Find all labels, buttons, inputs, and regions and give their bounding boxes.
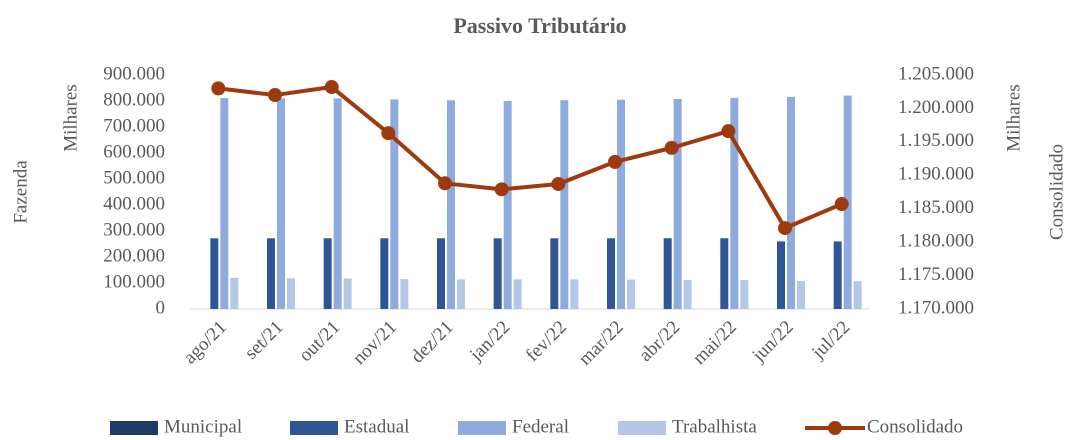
bar [787, 96, 795, 309]
x-tick-label: fev/22 [522, 317, 571, 366]
marker [211, 81, 226, 96]
bar [210, 238, 219, 309]
marker [664, 140, 679, 155]
bar [683, 279, 692, 309]
marker [778, 221, 792, 236]
legend-label: Consolidado [867, 416, 963, 437]
y-axis-unit: Milhares [60, 84, 81, 152]
bar [400, 279, 409, 309]
y-tick-label: 300.000 [103, 219, 165, 240]
bar [720, 238, 729, 309]
y-tick-label: 100.000 [103, 271, 165, 292]
x-tick-label: jan/22 [465, 317, 514, 366]
bar [437, 238, 445, 309]
bar [323, 238, 332, 309]
y-tick-label: 600.000 [103, 141, 165, 162]
bar [730, 97, 739, 309]
marker [551, 176, 566, 191]
x-tick-label: set/21 [241, 317, 288, 364]
bar [607, 238, 615, 309]
marker [721, 124, 736, 139]
bar [343, 278, 352, 309]
y2-tick-label: 1.195.000 [898, 130, 974, 151]
marker [438, 176, 452, 191]
y2-tick-label: 1.190.000 [898, 164, 974, 185]
bar [220, 98, 229, 309]
legend-swatch [618, 421, 666, 435]
legend-swatch [458, 421, 506, 435]
bar [287, 278, 295, 309]
chart-title: Passivo Tributário [453, 13, 626, 38]
x-tick-label: jul/22 [807, 317, 854, 364]
bar [627, 279, 635, 309]
legend-label: Municipal [164, 416, 242, 437]
marker [268, 88, 282, 103]
marker [608, 154, 622, 169]
y2-tick-label: 1.175.000 [898, 264, 974, 285]
bar [380, 238, 389, 309]
marker [381, 126, 396, 141]
bar [447, 100, 455, 309]
y-tick-label: 800.000 [103, 89, 165, 110]
bar [493, 238, 502, 309]
bar [333, 98, 342, 310]
legend-label: Estadual [344, 416, 409, 437]
marker [324, 80, 339, 95]
x-tick-label: jun/22 [748, 317, 798, 367]
bar [673, 98, 682, 309]
y-tick-label: 400.000 [103, 193, 165, 214]
marker [834, 197, 849, 212]
legend-label: Federal [512, 416, 569, 437]
bar [513, 279, 522, 309]
y-tick-label: 700.000 [103, 115, 165, 136]
y-axis-label: Fazenda [10, 160, 31, 224]
y-tick-label: 900.000 [103, 63, 165, 84]
bar [267, 238, 275, 309]
bar [570, 279, 579, 309]
bar [503, 101, 512, 309]
bar [740, 280, 749, 309]
bar [777, 241, 785, 309]
y2-tick-label: 1.185.000 [898, 197, 974, 218]
marker [494, 182, 509, 197]
bar [663, 238, 672, 309]
legend-swatch [110, 421, 158, 435]
bar [797, 280, 805, 309]
bar [230, 277, 239, 309]
bar [390, 99, 399, 309]
legend-swatch [290, 421, 338, 435]
bar [550, 238, 559, 309]
bar [853, 281, 862, 309]
y2-tick-label: 1.205.000 [898, 63, 974, 84]
x-tick-label: ago/21 [180, 317, 231, 368]
x-tick-label: mai/22 [689, 317, 741, 369]
bar [277, 98, 285, 310]
y2-tick-label: 1.170.000 [898, 297, 974, 318]
legend-label: Trabalhista [672, 416, 757, 437]
line [218, 85, 843, 231]
y2-axis-unit: Milhares [1003, 84, 1024, 152]
bar [457, 279, 465, 309]
bar [833, 241, 842, 309]
x-tick-label: mar/22 [575, 317, 628, 370]
bar [617, 99, 625, 309]
x-tick-label: abr/22 [635, 317, 684, 366]
y-tick-label: 0 [156, 297, 166, 318]
y2-tick-label: 1.180.000 [898, 231, 974, 252]
x-tick-label: out/21 [295, 317, 344, 366]
y-tick-label: 500.000 [103, 167, 165, 188]
legend-marker [828, 421, 842, 435]
bar [560, 100, 569, 309]
y2-tick-label: 1.200.000 [898, 97, 974, 118]
x-tick-label: dez/21 [407, 317, 458, 368]
x-tick-label: nov/21 [349, 317, 401, 369]
y-tick-label: 200.000 [103, 245, 165, 266]
y2-axis-label: Consolidado [1046, 144, 1067, 240]
